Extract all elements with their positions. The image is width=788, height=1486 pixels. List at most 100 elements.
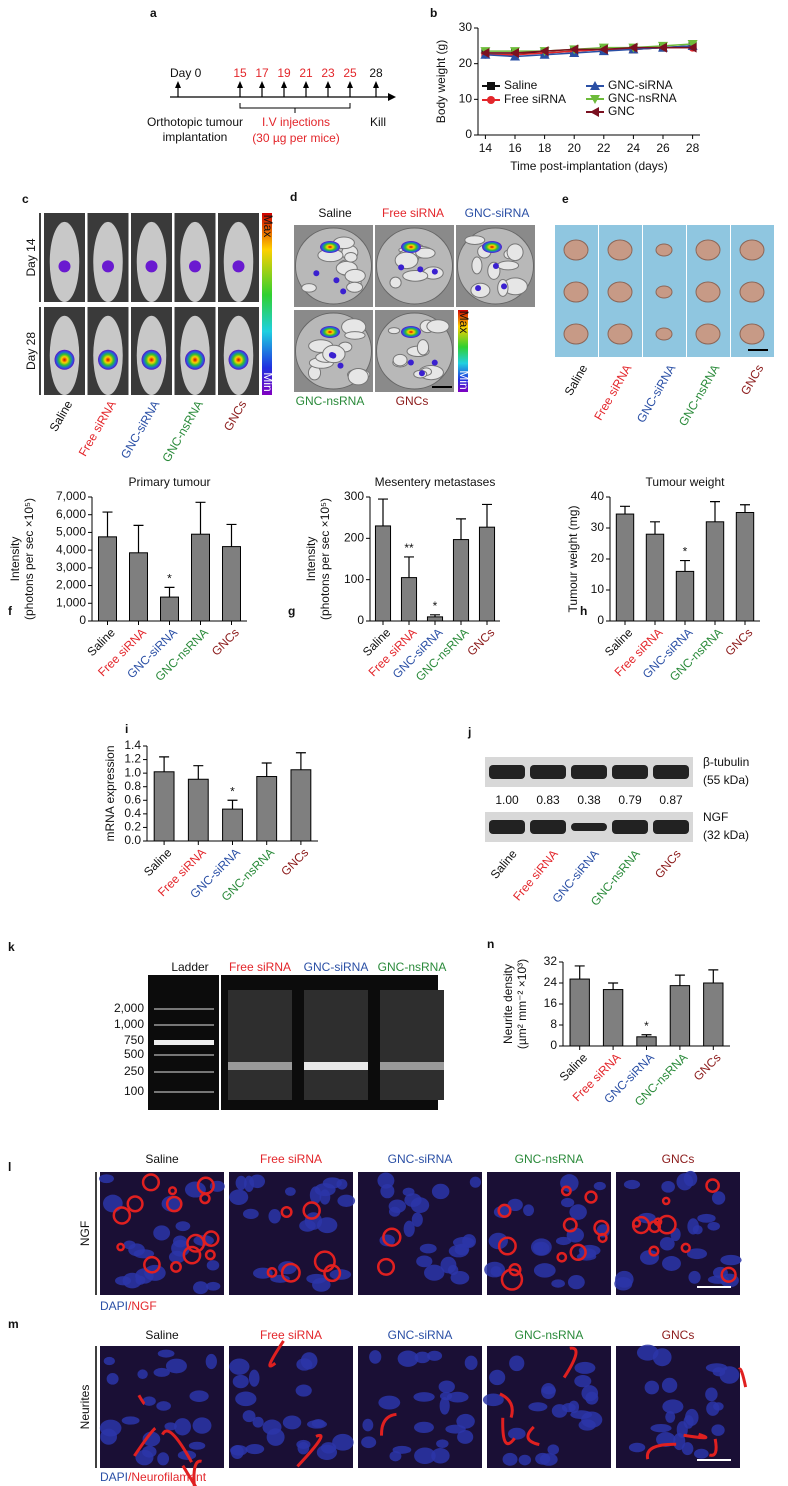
nucleus — [332, 1433, 354, 1451]
bar — [129, 552, 148, 622]
timeline-label: Orthotopic tumour — [147, 115, 243, 129]
error-bar — [482, 503, 492, 528]
nucleus — [414, 1351, 431, 1364]
group-label: GNC-siRNA — [118, 398, 162, 461]
nucleus — [569, 1204, 587, 1220]
signal — [313, 270, 320, 277]
panel-label: h — [580, 604, 587, 618]
nucleus — [153, 1367, 170, 1377]
arrow-head — [237, 81, 243, 88]
y-axis-label: Intensity — [8, 537, 22, 582]
tissue — [464, 235, 486, 245]
error-bar — [133, 524, 144, 553]
nucleus — [446, 1391, 469, 1403]
y-tick-label: 16 — [544, 996, 558, 1010]
signal — [475, 285, 482, 292]
injection-day: 15 — [233, 66, 247, 80]
nucleus — [593, 1181, 606, 1191]
marker — [569, 44, 579, 55]
y-tick-label: 1.0 — [124, 765, 141, 779]
bar — [615, 513, 635, 622]
nucleus — [278, 1261, 297, 1275]
nucleus — [440, 1256, 457, 1274]
significance: * — [230, 784, 235, 798]
bar — [256, 776, 278, 842]
nucleus — [388, 1206, 401, 1217]
nucleus — [551, 1404, 568, 1418]
nucleus — [456, 1413, 475, 1429]
x-tick-label: GNCs — [722, 625, 755, 658]
timeline-label: Day 0 — [170, 66, 202, 80]
blot-band — [489, 765, 525, 779]
bracket — [239, 103, 351, 113]
tumour — [695, 239, 721, 261]
y-tick-label: 30 — [459, 20, 473, 34]
injection-label: (30 µg per mice) — [252, 131, 340, 145]
size-label: 500 — [124, 1047, 144, 1061]
nucleus — [662, 1399, 684, 1414]
significance: ** — [404, 541, 414, 555]
marker — [687, 42, 697, 53]
y-tick-label: 300 — [344, 489, 364, 503]
lane-label: Ladder — [171, 960, 208, 974]
nucleus — [168, 1250, 186, 1264]
nucleus — [623, 1179, 641, 1190]
panel-label: j — [467, 725, 471, 739]
ngf-signal — [313, 1250, 336, 1273]
panel-label: e — [562, 192, 569, 206]
error-bar — [227, 799, 238, 810]
nucleus — [693, 1448, 709, 1459]
nucleus — [106, 1373, 119, 1385]
nucleus — [153, 1225, 171, 1241]
size-label: 100 — [124, 1084, 144, 1098]
panel-label: i — [125, 722, 128, 736]
bar — [426, 616, 444, 622]
ngf-signal — [170, 1261, 182, 1273]
y-tick-label: 0.6 — [124, 792, 141, 806]
nucleus — [103, 1356, 115, 1366]
arrow-head — [325, 81, 331, 88]
error-bar — [641, 1034, 652, 1037]
nucleus — [567, 1275, 585, 1290]
band-label: β-tubulin — [703, 755, 749, 769]
ngf-signal — [584, 1190, 598, 1204]
injection-day: 25 — [343, 66, 357, 80]
nucleus — [489, 1369, 506, 1386]
nucleus — [585, 1391, 599, 1405]
blot-band — [612, 820, 648, 834]
group-label: GNC-siRNA — [388, 1328, 453, 1342]
nucleus — [157, 1452, 170, 1466]
x-tick-label: 14 — [479, 141, 493, 155]
bar — [187, 778, 209, 842]
ngf-signal — [648, 1245, 660, 1257]
panel-label: a — [150, 6, 157, 20]
panel-label: n — [487, 937, 494, 951]
neurite — [737, 1367, 748, 1388]
signal — [431, 268, 438, 275]
signal — [337, 362, 344, 369]
nucleus — [296, 1358, 313, 1371]
tissue — [346, 281, 364, 293]
legend-label: GNC-siRNA — [608, 78, 673, 92]
ngf-signal — [648, 1220, 662, 1234]
y-tick-label: 40 — [591, 489, 605, 503]
marker — [590, 95, 600, 104]
group-label: GNC-siRNA — [388, 1152, 453, 1166]
nucleus — [457, 1430, 474, 1444]
lane-smear — [380, 990, 444, 1100]
nucleus — [142, 1396, 156, 1406]
arrow-head — [373, 81, 379, 88]
nucleus — [165, 1358, 187, 1374]
neurite — [526, 1425, 540, 1447]
panel-label: b — [430, 6, 437, 20]
tumour — [739, 281, 765, 303]
nucleus — [282, 1415, 302, 1430]
error-bar — [608, 982, 619, 990]
panel-label: d — [290, 190, 297, 204]
ngf-signal — [508, 1263, 522, 1277]
error-bar — [620, 505, 630, 515]
nucleus — [424, 1264, 445, 1281]
tissue — [387, 327, 401, 335]
nucleus — [535, 1452, 551, 1465]
ratio-label: 0.83 — [536, 793, 560, 807]
